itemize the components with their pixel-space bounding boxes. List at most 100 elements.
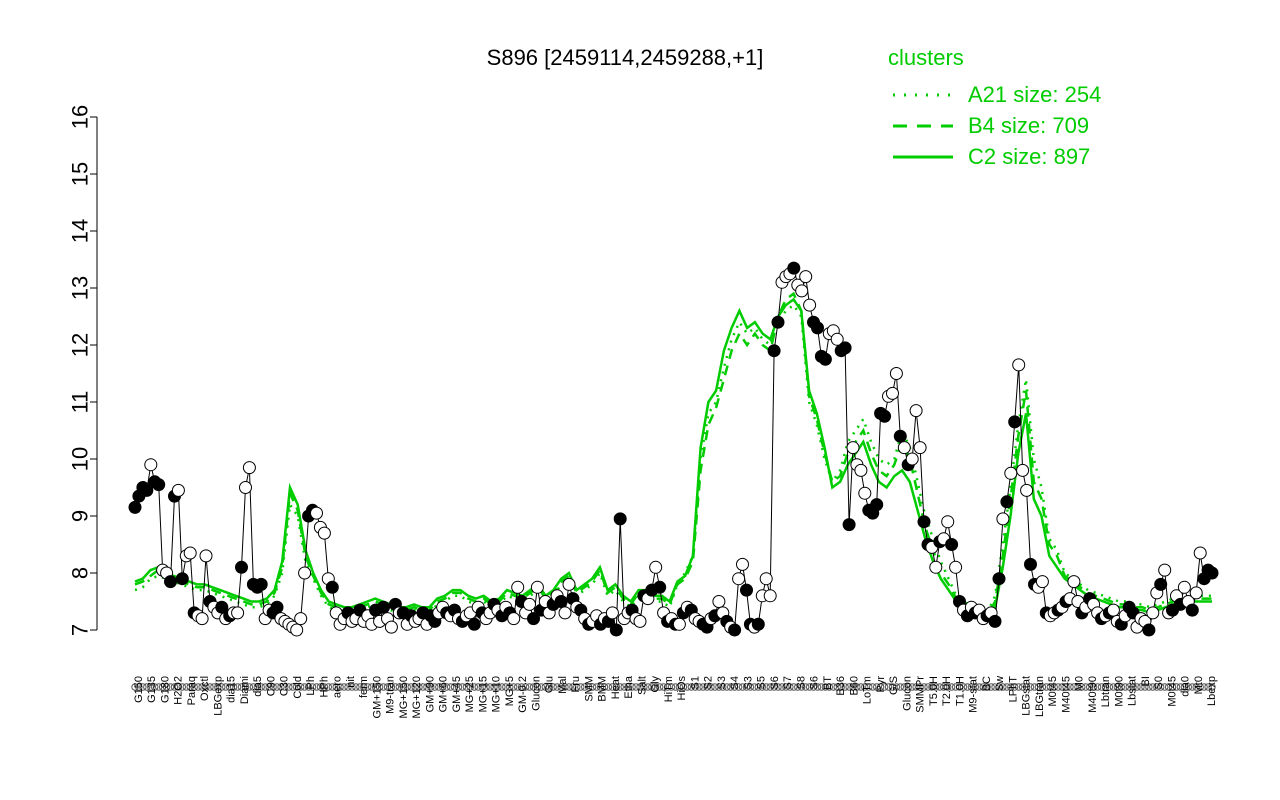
x-tick-label: BC — [981, 676, 993, 691]
chart-title: S896 [2459114,2459288,+1] — [487, 45, 764, 70]
x-tick-label: LoTm — [862, 676, 874, 704]
rug-marker — [794, 683, 802, 691]
rug-marker — [908, 683, 916, 691]
rug-marker — [916, 683, 924, 691]
rug-marker — [320, 683, 329, 691]
rug-marker — [805, 683, 814, 691]
rug-marker — [821, 683, 830, 691]
data-point — [325, 580, 339, 594]
rug-marker — [1125, 683, 1133, 691]
rug-marker — [861, 683, 869, 691]
rug-marker — [470, 683, 478, 691]
rug-marker — [502, 683, 510, 691]
data-point — [164, 575, 177, 589]
data-point — [996, 512, 1010, 526]
rug-marker — [955, 683, 964, 691]
data-point — [235, 560, 248, 574]
x-tick-label: M0t45 — [1166, 676, 1178, 707]
rug-marker — [439, 683, 447, 691]
rug-marker — [640, 683, 648, 691]
data-point — [144, 458, 158, 472]
rug-marker — [222, 683, 230, 691]
rug-marker — [139, 683, 147, 691]
x-tick-label: S8 — [795, 676, 807, 689]
rug-marker — [281, 683, 289, 691]
rug-marker — [498, 683, 506, 691]
rug-marker — [750, 683, 759, 691]
data-point — [171, 483, 185, 497]
data-point — [558, 606, 572, 620]
x-tick-label: dia0 — [1180, 676, 1192, 697]
rug-marker — [663, 683, 672, 691]
rug-marker — [285, 683, 293, 691]
x-tick-label: dia5 — [252, 676, 264, 697]
x-tick-label: Gly — [650, 675, 662, 692]
rug-marker — [466, 683, 474, 691]
rug-marker — [379, 683, 388, 691]
data-point — [523, 597, 536, 611]
x-tick-label: G135 — [146, 676, 158, 703]
data-point — [799, 270, 813, 284]
x-tick-label: M40t90 — [1087, 676, 1099, 713]
data-point — [242, 461, 256, 475]
rug-marker — [490, 683, 498, 691]
rug-marker — [730, 683, 739, 691]
rug-marker — [151, 683, 159, 691]
rug-marker — [206, 683, 214, 691]
rug-marker — [632, 683, 640, 691]
rug-marker — [841, 683, 849, 691]
x-tick-label: MG+150 — [398, 676, 410, 719]
rug-marker — [1089, 683, 1098, 691]
x-tick-label: S6 — [769, 676, 781, 689]
data-point — [945, 538, 959, 551]
rug-marker — [837, 683, 845, 691]
rug-marker — [506, 683, 514, 691]
rug-marker — [182, 683, 191, 691]
x-tick-label: GM+150 — [371, 676, 383, 719]
rug-marker — [462, 683, 471, 691]
x-tick-label: T2.0H — [941, 676, 953, 706]
data-point — [949, 560, 963, 574]
rug-marker — [683, 683, 691, 691]
rug-marker — [395, 683, 403, 691]
data-point — [811, 321, 824, 335]
data-point — [1106, 603, 1120, 617]
data-point — [199, 549, 213, 563]
x-tick-label: H2O2 — [173, 676, 185, 705]
rug-marker — [853, 683, 861, 691]
data-point — [1142, 623, 1156, 637]
x-tick-label: GM+60 — [438, 676, 450, 712]
rug-marker — [813, 683, 822, 691]
rug-marker — [679, 683, 688, 691]
data-point — [842, 518, 856, 532]
x-tick-label: M0t90 — [1113, 676, 1125, 707]
rug-marker — [667, 683, 676, 691]
rug-marker — [214, 683, 222, 691]
rug-marker — [1074, 683, 1082, 691]
rug-marker — [241, 683, 250, 691]
rug-marker — [1204, 683, 1212, 691]
rug-marker — [545, 683, 553, 691]
data-point — [838, 341, 852, 355]
data-point — [1185, 603, 1199, 617]
x-tick-label: Oxctl — [199, 676, 211, 701]
x-tick-label: C90 — [266, 676, 278, 696]
rug-marker — [147, 683, 155, 691]
rug-marker — [596, 683, 605, 691]
rug-marker — [411, 683, 419, 691]
rug-marker — [999, 683, 1007, 691]
data-point — [889, 367, 903, 380]
x-tick-label: Paraq — [186, 676, 198, 705]
x-tick-label: Diami — [239, 676, 251, 704]
rug-marker — [229, 683, 238, 691]
y-tick-label: 11 — [68, 391, 93, 414]
rug-marker — [758, 683, 766, 691]
rug-marker — [569, 683, 577, 691]
rug-marker — [297, 683, 305, 691]
y-tick-label: 16 — [68, 105, 93, 129]
rug-marker — [423, 683, 431, 691]
x-tick-label: S7 — [782, 676, 794, 689]
rug-marker — [454, 683, 463, 691]
x-tick-label: LBGtran — [1034, 676, 1046, 717]
